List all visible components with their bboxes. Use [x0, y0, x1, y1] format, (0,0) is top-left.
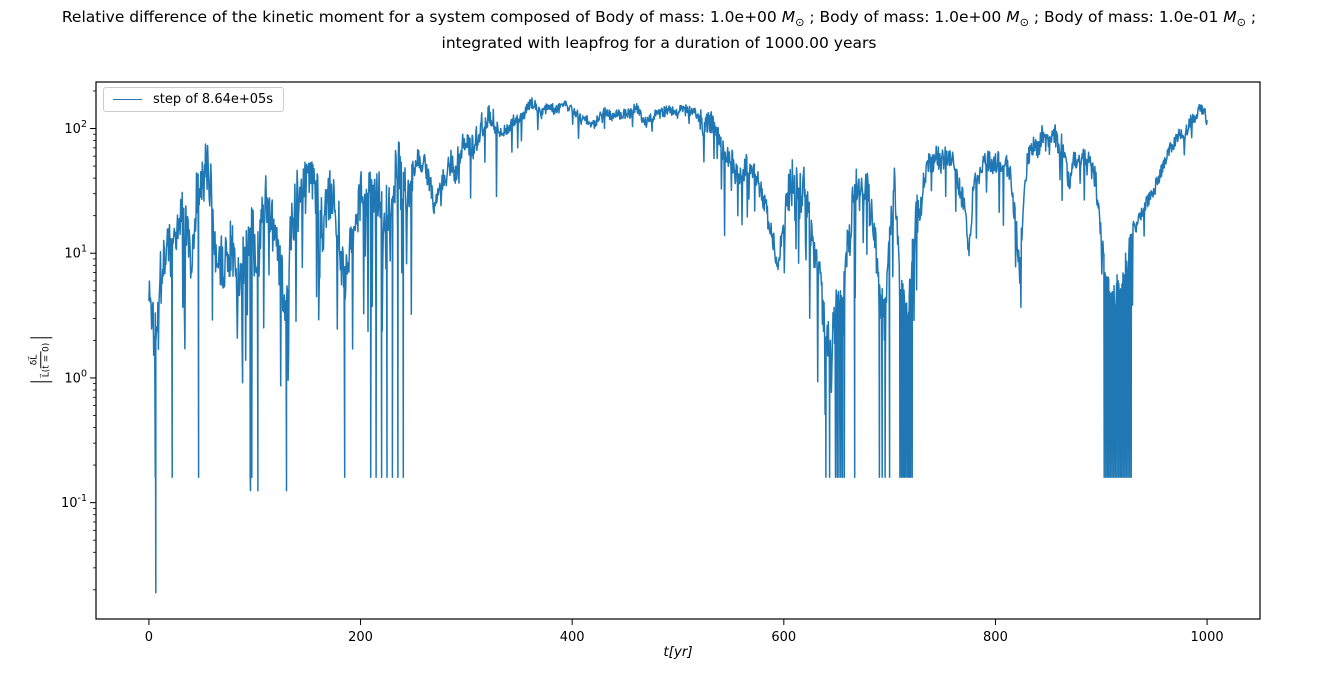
solar-mass-subscript: ⊙ [795, 16, 805, 30]
plot-frame [95, 81, 1261, 620]
abs-bar-right [30, 337, 52, 339]
y-tick-label: 100 [64, 368, 87, 386]
legend-line-sample-icon [113, 99, 142, 100]
solar-mass-symbol: M [1223, 8, 1237, 26]
x-tick-label: 200 [348, 630, 373, 645]
solar-mass-symbol: M [1006, 8, 1020, 26]
plot-title-line-2: integrated with leapfrog for a duration … [441, 33, 877, 52]
y-tick-label: 102 [64, 119, 87, 137]
x-tick-label: 600 [771, 630, 796, 645]
x-axis-label: t[yr] [663, 644, 693, 660]
legend: step of 8.64e+05s [103, 87, 285, 112]
plot-title: Relative difference of the kinetic momen… [0, 6, 1318, 55]
y-label-numerator: δL⃗ [29, 351, 42, 369]
x-tick-label: 0 [145, 630, 153, 645]
y-label-denominator: L⃗(t = 0) [41, 342, 52, 378]
y-axis-label: δL⃗ L⃗(t = 0) [29, 335, 53, 386]
solar-mass-symbol: M [781, 8, 796, 26]
abs-bar-left [30, 381, 52, 383]
solar-mass-subscript: ⊙ [1019, 16, 1029, 30]
y-tick-label: 10-1 [61, 493, 87, 511]
series-line [148, 97, 1208, 594]
x-tick-label: 400 [560, 630, 585, 645]
y-label-fraction: δL⃗ L⃗(t = 0) [29, 342, 53, 379]
plot-title-line-1: Relative difference of the kinetic momen… [61, 8, 1257, 30]
legend-label: step of 8.64e+05s [153, 92, 274, 107]
y-tick-label: 101 [64, 244, 87, 262]
solar-mass-subscript: ⊙ [1236, 16, 1246, 30]
x-tick-label: 1000 [1191, 630, 1224, 645]
x-tick-label: 800 [983, 630, 1008, 645]
